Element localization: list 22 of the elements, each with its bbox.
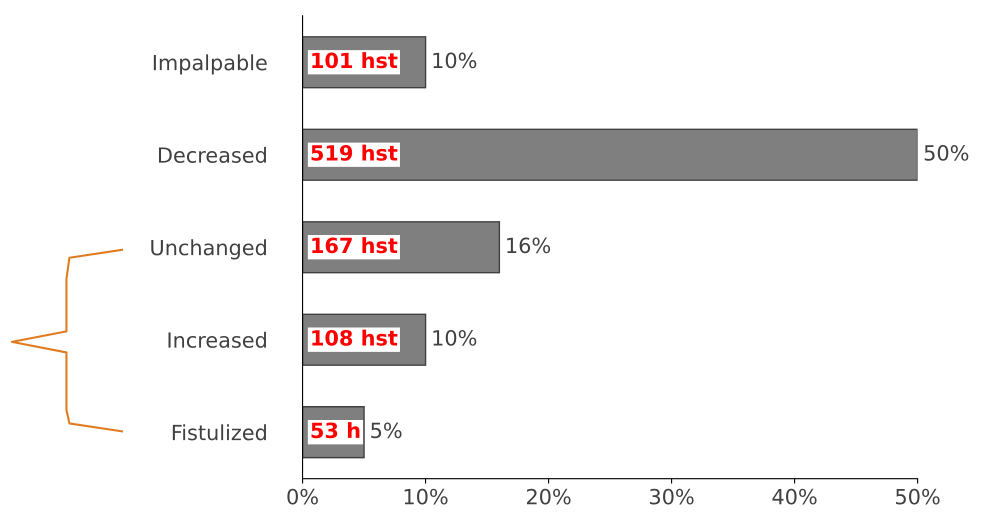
annotation: 53 h bbox=[312, 422, 360, 438]
x-tick-label: 40% bbox=[772, 488, 817, 505]
data-label: 16% bbox=[507, 238, 550, 254]
x-tick-label: 0% bbox=[287, 488, 318, 505]
x-tick-label: 30% bbox=[650, 488, 694, 505]
data-label: 50% bbox=[924, 145, 968, 161]
y-tick-label: Impalpable bbox=[154, 54, 267, 74]
y-tick-label: Decreased bbox=[158, 146, 266, 163]
x-tick-label: 10% bbox=[404, 488, 448, 505]
y-tick-label: Unchanged bbox=[151, 239, 266, 260]
annotation: 519 hst bbox=[312, 144, 398, 161]
data-label: 5% bbox=[371, 422, 402, 438]
annotation: 101 hst bbox=[312, 52, 398, 68]
annotation: 108 hst bbox=[312, 330, 398, 346]
annotation: 167 hst bbox=[312, 237, 398, 254]
y-tick-label: Fistulized bbox=[172, 424, 266, 440]
y-tick-label: Increased bbox=[168, 332, 266, 348]
x-tick-label: 50% bbox=[896, 488, 940, 505]
x-tick-label: 20% bbox=[526, 488, 571, 505]
data-label: 10% bbox=[433, 330, 476, 346]
data-label: 10% bbox=[433, 52, 476, 68]
bar bbox=[302, 128, 918, 181]
